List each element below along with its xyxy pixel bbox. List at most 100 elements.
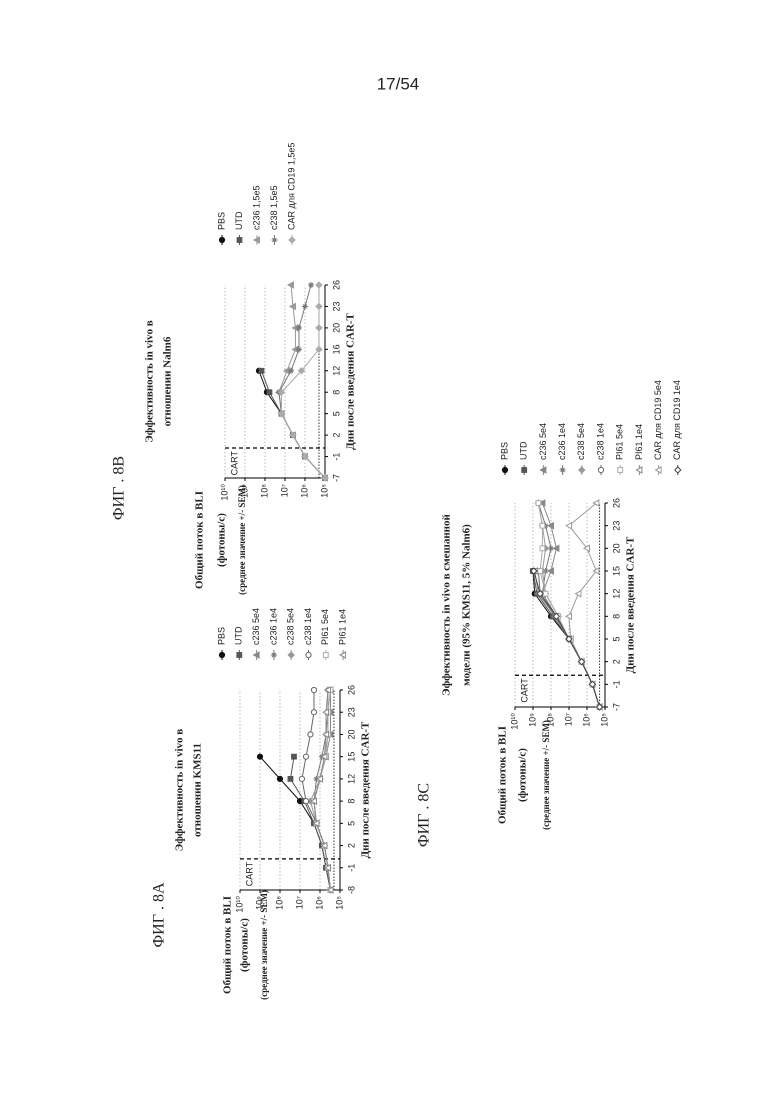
x-tick-label: -7 [611, 703, 621, 711]
legend-label: c236 1e4 [557, 423, 567, 460]
legend-label: c238 5e4 [576, 423, 586, 460]
data-point [311, 710, 316, 715]
page-number: 17/54 [377, 74, 420, 93]
annotation: CART [519, 678, 529, 703]
legend-label: c236 5e4 [538, 423, 548, 460]
x-tick-label: 15 [611, 566, 621, 576]
x-tick-label: 16 [331, 344, 341, 354]
y-tick-label: 10⁸ [259, 484, 269, 498]
y-tick-label: 10⁹ [239, 484, 249, 498]
y-axis-title: (среднее значение +/- SEM) [237, 485, 247, 595]
y-tick-label: 10⁹ [254, 896, 264, 910]
x-tick-label: -8 [346, 886, 356, 894]
y-axis-title: (фотоны/с) [216, 513, 228, 567]
y-tick-label: 10⁶ [314, 896, 324, 910]
legend-label: CAR для CD19 5e4 [653, 380, 663, 460]
x-tick-label: 8 [331, 390, 341, 395]
data-point [540, 546, 545, 551]
x-tick-label: 5 [331, 411, 341, 416]
x-tick-label: 20 [346, 729, 356, 739]
y-tick-label: 10⁷ [279, 484, 289, 497]
background [0, 0, 780, 1103]
x-tick-label: 20 [331, 323, 341, 333]
y-axis-title: (среднее значение +/- SEM) [541, 720, 551, 830]
x-tick-label: 2 [331, 433, 341, 438]
page: 17/54 ФИГ . 8A Эффективность in vivo в отн… [0, 0, 780, 1103]
data-point [540, 523, 545, 528]
legend-marker [219, 652, 224, 657]
legend-marker [598, 467, 603, 472]
legend-label: UTD [234, 211, 244, 230]
legend-marker [219, 237, 224, 242]
x-tick-label: -1 [331, 453, 341, 461]
x-tick-label: 20 [611, 543, 621, 553]
y-tick-label: 10⁶ [299, 484, 309, 498]
legend-label: c238 5e4 [286, 608, 296, 645]
x-tick-label: 15 [346, 752, 356, 762]
x-axis-title: Дни после введения CAR-T [360, 721, 372, 858]
x-tick-label: 12 [346, 774, 356, 784]
legend-label: PI61 5e4 [615, 424, 625, 460]
x-axis-title: Дни после введения CAR-T [625, 536, 637, 673]
x-axis-title: Дни после введения CAR-T [345, 312, 357, 449]
chart-title: Эффективность in vivo в смешанной [441, 513, 453, 695]
legend-marker [522, 468, 527, 473]
data-point [267, 390, 272, 395]
x-tick-label: -7 [331, 474, 341, 482]
y-tick-label: 10⁶ [581, 713, 591, 727]
legend-label: c236 5e4 [251, 608, 261, 645]
legend-label: PBS [499, 442, 509, 460]
x-tick-label: -1 [346, 864, 356, 872]
chart-title: отношении KMS11 [192, 743, 204, 837]
x-tick-label: 8 [346, 799, 356, 804]
x-tick-label: 8 [611, 614, 621, 619]
y-tick-label: 10⁷ [294, 896, 304, 909]
data-point [308, 732, 313, 737]
y-tick-label: 10¹⁰ [234, 896, 244, 913]
legend-label: CAR для CD19 1,5e5 [286, 143, 296, 230]
data-point [303, 799, 308, 804]
legend-marker [502, 467, 507, 472]
y-tick-label: 10¹⁰ [509, 713, 519, 730]
data-point [536, 501, 541, 506]
y-tick-label: 10⁵ [334, 896, 344, 910]
y-axis-title: Общий поток в BLI [194, 491, 206, 589]
y-tick-label: 10⁵ [599, 713, 609, 727]
legend-label: PI61 1e4 [634, 424, 644, 460]
figure-label: ФИГ . 8B [111, 456, 128, 520]
legend-label: UTD [234, 626, 244, 645]
y-tick-label: 10⁸ [274, 896, 284, 910]
data-point [288, 776, 293, 781]
y-axis-title: (фотоны/с) [517, 748, 529, 802]
legend-marker [618, 468, 623, 473]
legend-label: PI61 1e4 [337, 609, 347, 645]
x-tick-label: 23 [611, 521, 621, 531]
figure-label: ФИГ . 8A [151, 882, 168, 947]
data-point [299, 776, 304, 781]
x-tick-label: 23 [346, 707, 356, 717]
data-point [292, 754, 297, 759]
chart-title: отношении Nalm6 [162, 336, 174, 426]
x-tick-label: 2 [346, 843, 356, 848]
legend-marker [323, 653, 328, 658]
x-tick-label: 26 [611, 498, 621, 508]
legend-label: PBS [216, 627, 226, 645]
x-tick-label: 12 [331, 366, 341, 376]
annotation: CART [244, 861, 254, 886]
legend-label: c238 1e4 [303, 608, 313, 645]
y-axis-title: (фотоны/с) [239, 918, 251, 972]
x-tick-label: 5 [346, 821, 356, 826]
legend-label: UTD [519, 441, 529, 460]
chart-title: Эффективность in vivo в [174, 729, 186, 852]
data-point [303, 754, 308, 759]
x-tick-label: 26 [346, 685, 356, 695]
legend-label: PI61 5e4 [320, 609, 330, 645]
y-axis-title: Общий поток в BLI [222, 896, 234, 994]
chart-title: модели (95% KMS11, 5% Nalm6) [461, 524, 473, 686]
y-tick-label: 10⁸ [545, 713, 555, 727]
data-point [311, 687, 316, 692]
figure-label: ФИГ . 8C [416, 783, 433, 847]
annotation: CART [229, 450, 239, 475]
y-tick-label: 10⁹ [527, 713, 537, 727]
x-tick-label: 23 [331, 301, 341, 311]
